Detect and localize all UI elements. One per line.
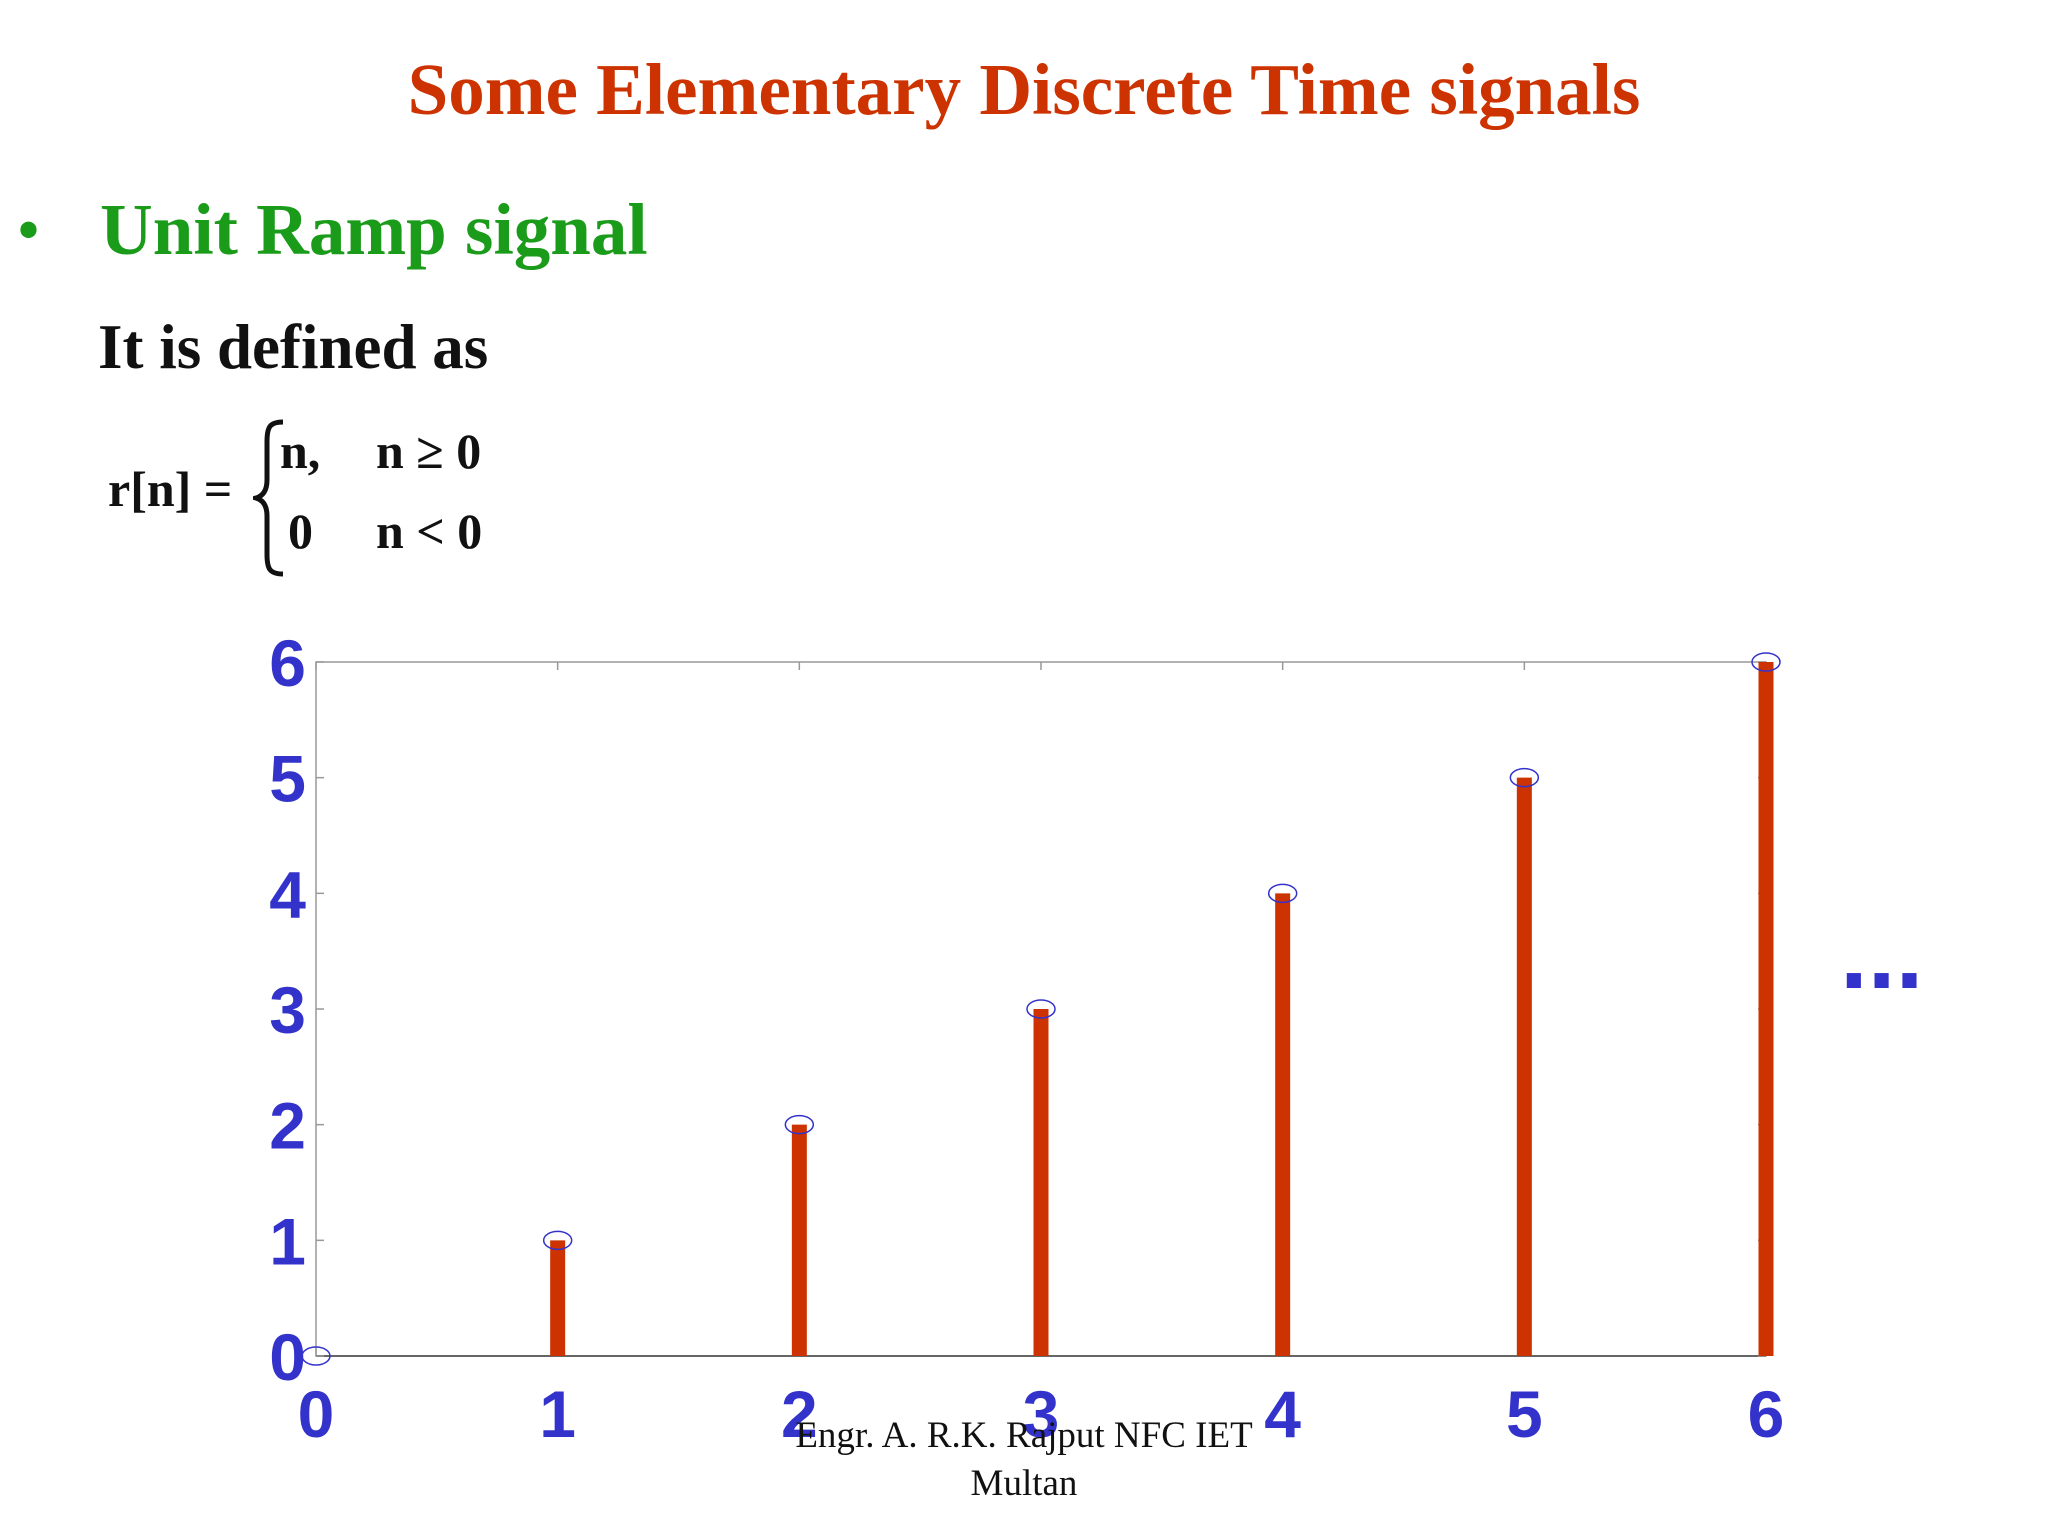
y-tick-label: 1 [269, 1204, 306, 1278]
case-1-value: n, [280, 423, 321, 479]
stem-marker-4 [1267, 883, 1298, 904]
y-tick-label: 5 [269, 742, 306, 816]
y-tick-label: 4 [269, 857, 306, 931]
x-tick-label: 6 [1748, 1377, 1785, 1451]
case-2-value: 0 [288, 503, 313, 559]
footer-credit: Engr. A. R.K. Rajput NFC IET Multan [0, 1412, 2048, 1508]
x-tick-label: 2 [781, 1377, 818, 1451]
slide-title: Some Elementary Discrete Time signals [407, 49, 1641, 130]
bullet-text: Unit Ramp signal [100, 189, 648, 270]
stem-marker-0 [301, 1346, 331, 1366]
bullet-dot-icon: • [18, 197, 40, 264]
stem-marker-3 [1026, 999, 1056, 1019]
x-tick-label: 1 [539, 1377, 576, 1451]
left-brace-icon [253, 419, 284, 577]
stem-marker-2 [784, 1114, 815, 1135]
case-1-condition: n ≥ 0 [376, 423, 482, 479]
ramp-formula: r[n] = n, n ≥ 0 0 n < 0 [108, 410, 528, 580]
bullet-item: • Unit Ramp signal [18, 189, 648, 270]
y-tick-label: 6 [269, 626, 306, 700]
x-tick-label: 5 [1506, 1377, 1543, 1451]
intro-text: It is defined as [98, 312, 489, 382]
y-tick-label: 2 [269, 1089, 306, 1163]
case-2-condition: n < 0 [376, 503, 483, 559]
formula-lhs: r[n] = [108, 461, 233, 517]
stem-marker-1 [542, 1230, 573, 1251]
stem-marker-6 [1751, 652, 1781, 672]
x-tick-label: 3 [1023, 1377, 1060, 1451]
continuation-dots: ... [1840, 898, 1923, 1010]
stem-marker-5 [1509, 767, 1540, 788]
y-tick-label: 0 [269, 1320, 306, 1394]
x-tick-label: 0 [298, 1377, 335, 1451]
x-tick-label: 4 [1264, 1377, 1301, 1451]
y-tick-label: 3 [269, 973, 306, 1047]
footer-line-1: Engr. A. R.K. Rajput NFC IET [795, 1415, 1253, 1456]
footer-line-2: Multan [970, 1463, 1078, 1505]
